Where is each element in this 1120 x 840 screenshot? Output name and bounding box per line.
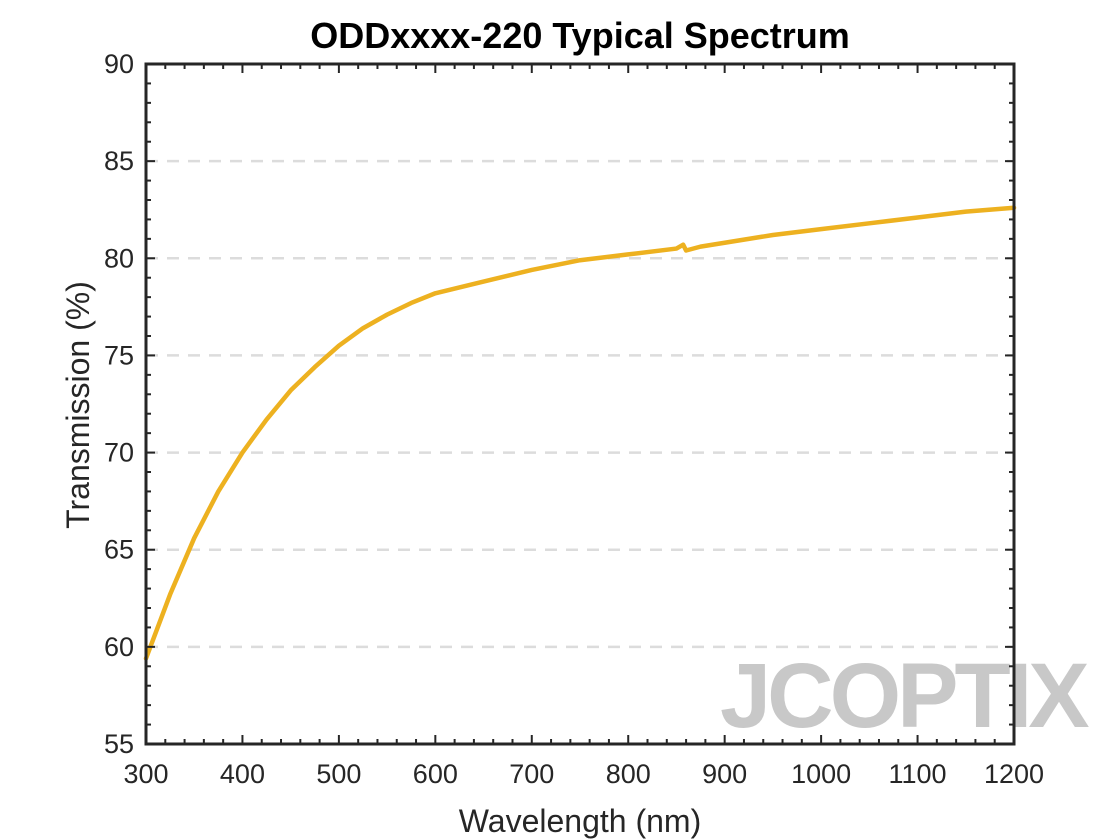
- series-line: [143, 205, 1017, 661]
- y-tick-label: 80: [104, 243, 134, 273]
- chart-title: ODDxxxx-220 Typical Spectrum: [310, 15, 850, 56]
- x-tick-label: 800: [606, 759, 651, 789]
- series-layer: [143, 205, 1017, 661]
- y-tick-label: 85: [104, 146, 134, 176]
- y-tick-label: 70: [104, 438, 134, 468]
- y-axis-label: Transmission (%): [60, 281, 96, 529]
- plot-frame: [144, 62, 1016, 746]
- x-tick-label: 600: [413, 759, 458, 789]
- y-tick-label: 90: [104, 49, 134, 79]
- jcoptix-watermark-logo: JCOPTIX: [720, 645, 1093, 747]
- axes: [144, 62, 1016, 746]
- y-tick-label: 60: [104, 632, 134, 662]
- x-tick-label: 300: [123, 759, 168, 789]
- y-tick-label: 55: [104, 729, 134, 759]
- x-tick-label: 900: [702, 759, 747, 789]
- x-tick-label: 1100: [889, 759, 947, 789]
- tick-labels: 300 400 500 600 700 800 900 1000 1100 1200 55 60 65 7…: [104, 49, 1044, 789]
- y-tick-label: 65: [104, 535, 134, 565]
- y-tick-label: 75: [104, 340, 134, 370]
- x-tick-label: 1200: [984, 759, 1044, 789]
- x-tick-label: 400: [220, 759, 265, 789]
- x-tick-label: 500: [316, 759, 361, 789]
- grid-lines: [146, 159, 1014, 649]
- x-tick-label: 700: [509, 759, 554, 789]
- watermark-text: JCOPTIX: [720, 645, 1089, 747]
- x-axis-label: Wavelength (nm): [459, 803, 701, 839]
- x-tick-label: 1000: [791, 759, 851, 789]
